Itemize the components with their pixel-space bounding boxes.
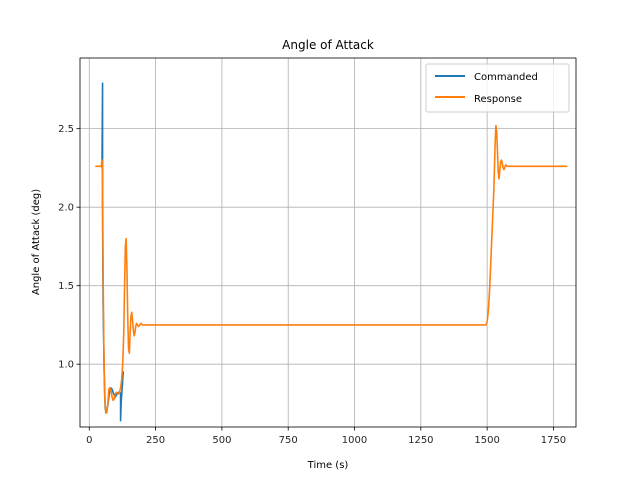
axes-frame	[79, 57, 577, 428]
x-tick-label: 1750	[541, 435, 566, 446]
y-tick-label: 2.0	[58, 203, 74, 214]
y-axis-label: Angle of Attack (deg)	[31, 189, 42, 295]
y-tick-label: 2.5	[58, 124, 74, 135]
y-axis-ticks: 1.0 1.5 2.0 2.5	[58, 124, 80, 371]
x-tick-label: 1500	[474, 435, 499, 446]
x-tick-label: 250	[146, 435, 165, 446]
y-tick-label: 1.0	[58, 360, 74, 371]
x-tick-label: 1250	[408, 435, 433, 446]
x-tick-label: 750	[279, 435, 298, 446]
series-lines	[95, 82, 568, 422]
x-axis-ticks: 0 250 500 750 1000 1250 1500 1750	[86, 427, 566, 446]
series-line-response	[95, 124, 568, 414]
x-tick-label: 500	[212, 435, 231, 446]
legend-commanded-label: Commanded	[474, 72, 538, 83]
y-tick-label: 1.5	[58, 281, 74, 292]
chart-title: Angle of Attack	[282, 38, 374, 52]
x-axis-label: Time (s)	[307, 460, 349, 471]
x-tick-label: 0	[86, 435, 92, 446]
legend: Commanded Response	[425, 63, 570, 113]
legend-response-label: Response	[474, 94, 522, 105]
x-tick-label: 1000	[342, 435, 367, 446]
